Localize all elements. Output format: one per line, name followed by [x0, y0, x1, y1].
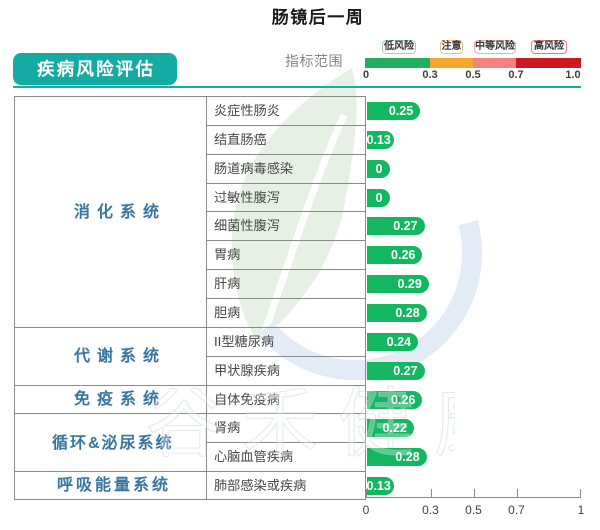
svg-text:谷禾健康: 谷禾健康: [146, 382, 455, 467]
